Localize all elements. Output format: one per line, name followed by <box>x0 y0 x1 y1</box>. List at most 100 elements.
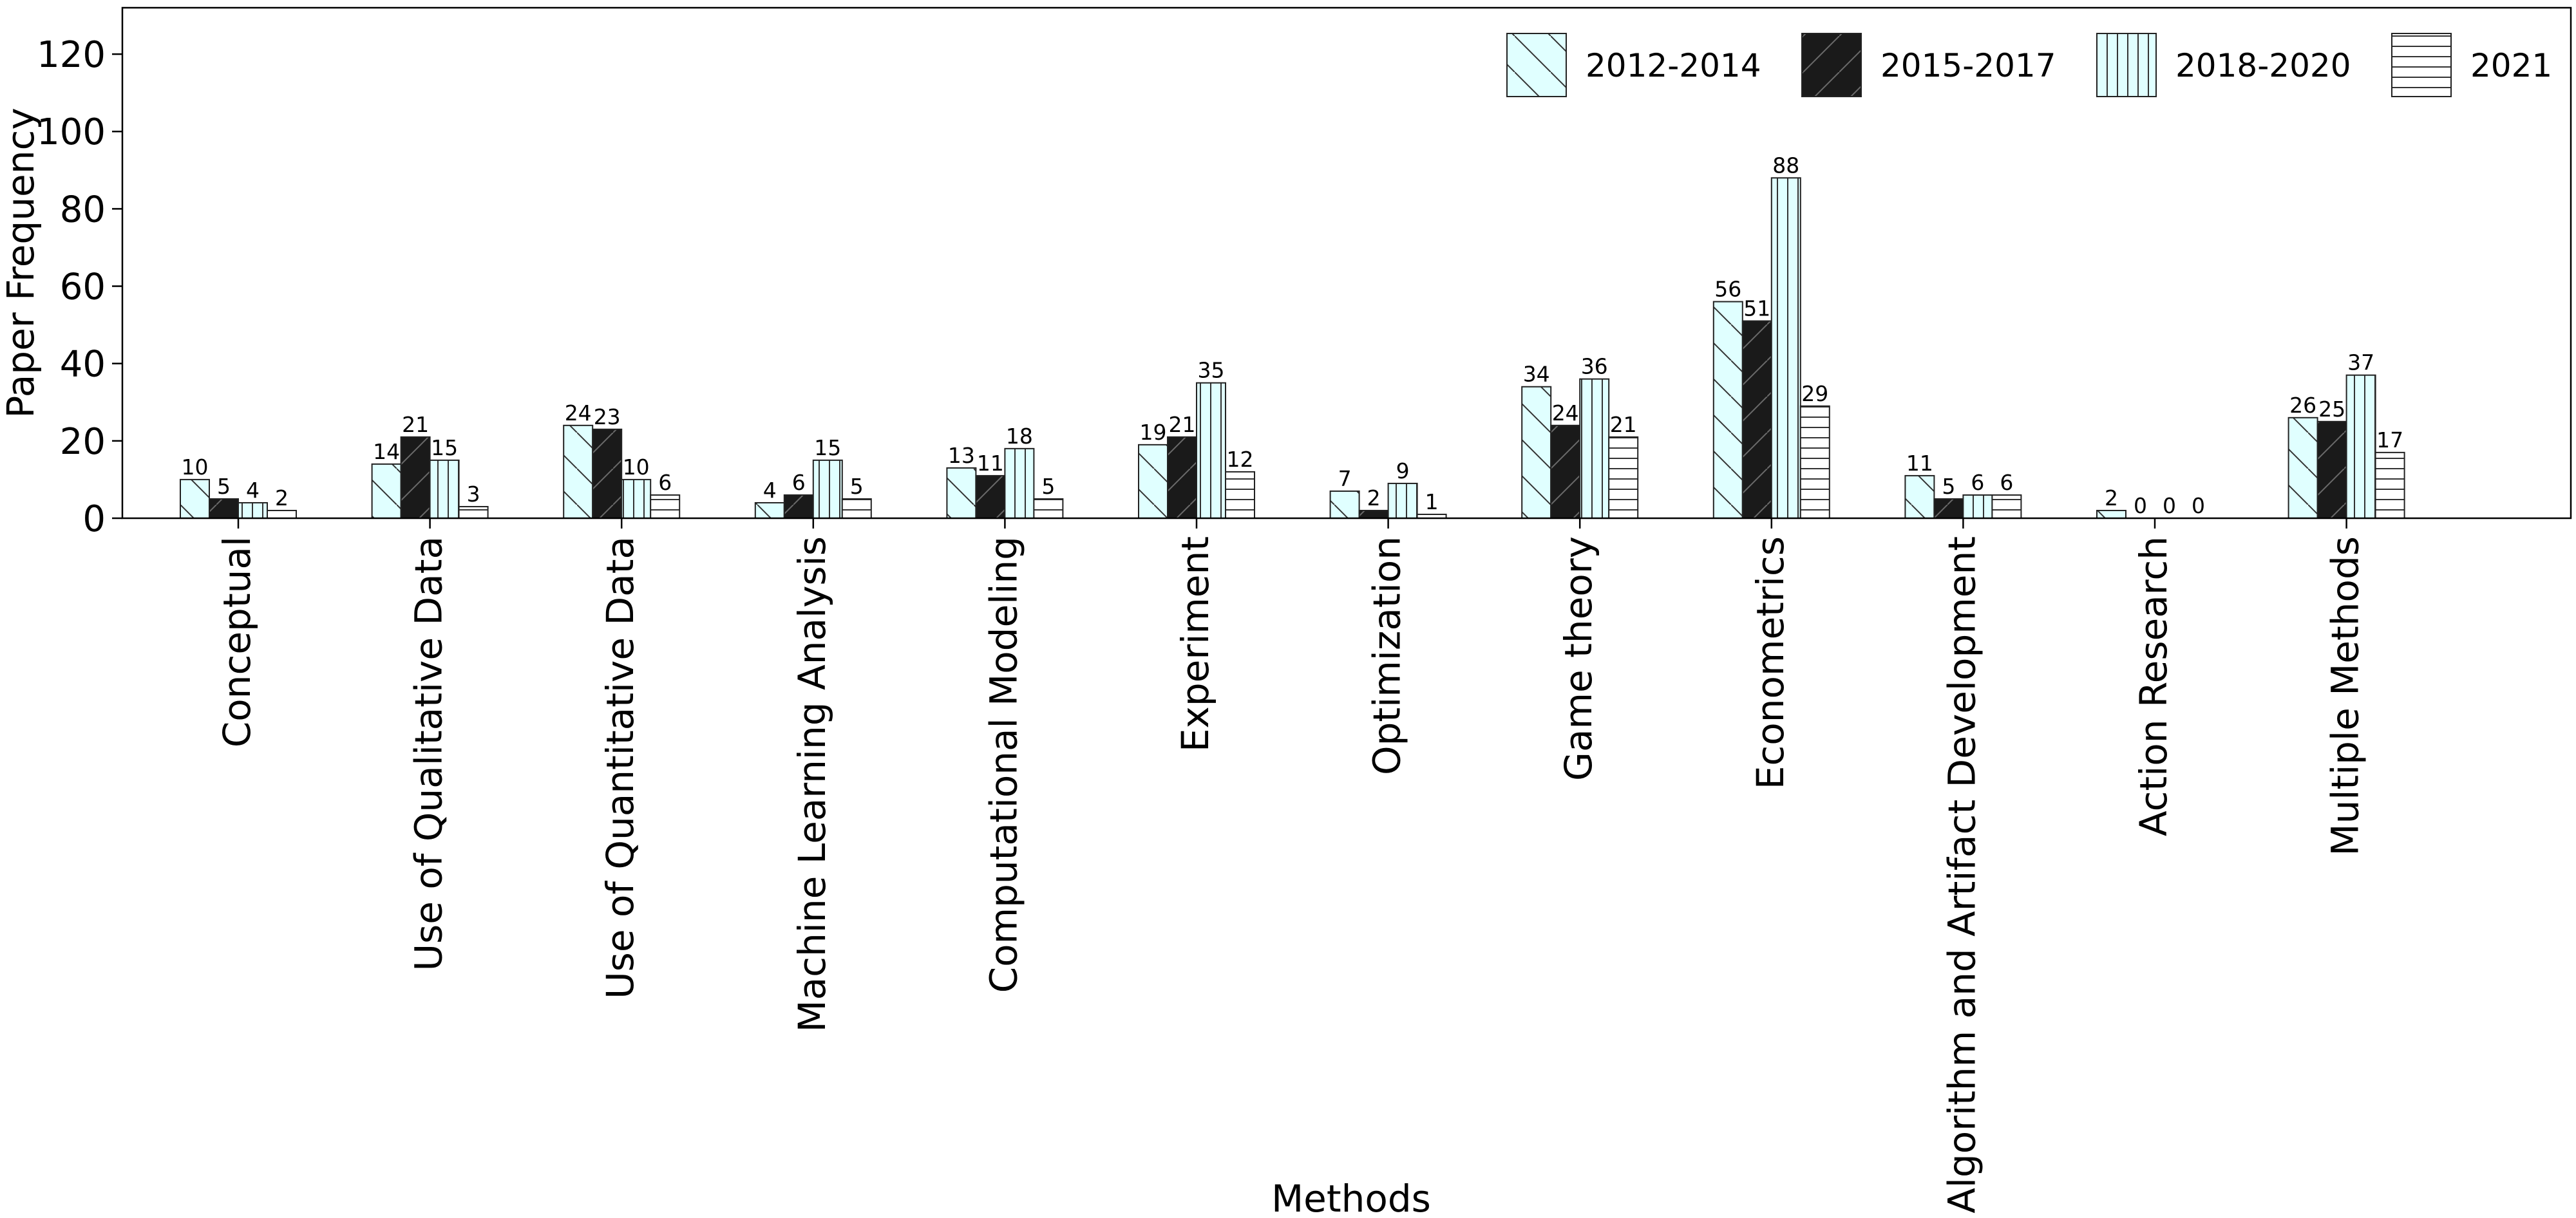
bar <box>180 478 210 520</box>
legend: 2012-2014 2015-2017 2018-2020 2021 <box>1506 33 2552 97</box>
bar <box>2345 374 2376 520</box>
data-label: 29 <box>1801 381 1828 406</box>
y-tick-label: 80 <box>60 189 106 230</box>
data-label: 5 <box>1942 474 1955 499</box>
data-label: 37 <box>2347 350 2374 375</box>
bar <box>209 498 239 519</box>
data-label: 23 <box>594 404 621 429</box>
data-label: 51 <box>1743 296 1770 321</box>
bar <box>592 428 623 519</box>
data-label: 2 <box>275 485 289 511</box>
bar <box>400 436 431 519</box>
legend-swatch <box>2391 33 2452 97</box>
data-label: 1 <box>1425 489 1439 514</box>
bar <box>371 463 402 519</box>
data-label: 21 <box>1169 412 1196 437</box>
data-label: 18 <box>1006 424 1033 449</box>
bar <box>1387 482 1418 520</box>
x-axis: Conceptual Use of Qualitative Data Use of … <box>215 518 2367 1213</box>
data-label: 5 <box>850 474 864 499</box>
bar <box>1962 494 1993 519</box>
data-label: 5 <box>217 474 231 499</box>
data-label: 15 <box>431 435 458 460</box>
bar <box>1799 405 1830 519</box>
bar <box>812 459 843 519</box>
bar <box>946 467 977 519</box>
category-label: Multiple Methods <box>2324 536 2367 856</box>
data-label: 4 <box>246 478 260 503</box>
bar <box>650 494 681 519</box>
category-label: Computational Modeling <box>981 536 1025 993</box>
bar <box>2374 451 2405 519</box>
data-label: 5 <box>1041 474 1055 499</box>
data-label: 13 <box>948 443 975 468</box>
data-label: 4 <box>763 478 777 503</box>
legend-label: 2018-2020 <box>2175 47 2351 84</box>
bars-group <box>180 177 2405 520</box>
bar <box>2287 417 2318 520</box>
data-label: 25 <box>2318 397 2345 422</box>
legend-swatch <box>1506 33 1567 97</box>
category-label: Use of Quantitative Data <box>598 536 642 999</box>
category-label: Conceptual <box>215 536 259 747</box>
y-axis-title: Paper Frequency <box>0 108 43 418</box>
bar <box>1991 494 2022 519</box>
data-label: 15 <box>814 435 841 460</box>
category-label: Action Research <box>2132 536 2175 836</box>
bar <box>1138 444 1168 520</box>
category-label: Econometrics <box>1748 536 1792 789</box>
legend-label: 2021 <box>2470 47 2552 84</box>
bar <box>1033 498 1064 519</box>
bar <box>267 509 297 520</box>
data-label: 10 <box>623 454 650 480</box>
bar <box>238 501 268 520</box>
legend-swatch <box>2096 33 2157 97</box>
bar <box>1196 382 1226 520</box>
bar <box>754 501 785 520</box>
y-tick-label: 0 <box>82 498 106 540</box>
data-label: 6 <box>658 470 672 495</box>
bar <box>2316 420 2347 519</box>
bar <box>1579 378 1610 520</box>
data-label: 7 <box>1338 466 1352 491</box>
category-label: Experiment <box>1173 536 1217 752</box>
data-label: 17 <box>2376 427 2403 453</box>
category-label: Use of Qualitative Data <box>407 536 451 971</box>
data-label: 6 <box>1971 470 1984 495</box>
data-label: 6 <box>792 470 806 495</box>
data-label: 19 <box>1140 420 1167 445</box>
bar <box>1004 447 1035 520</box>
data-label: 10 <box>182 454 209 480</box>
legend-swatch <box>1801 33 1862 97</box>
legend-label: 2012-2014 <box>1586 47 1761 84</box>
data-label: 36 <box>1581 354 1608 379</box>
data-label: 26 <box>2289 393 2316 418</box>
bar <box>2096 509 2126 520</box>
data-label: 0 <box>2134 493 2147 518</box>
data-label: 12 <box>1227 447 1254 472</box>
category-label: Game theory <box>1557 536 1600 781</box>
y-tick-label: 120 <box>37 34 106 76</box>
y-tick-label: 100 <box>37 111 106 153</box>
y-axis: 0 20 40 60 80 100 120 <box>37 34 122 540</box>
data-label: 11 <box>1906 451 1933 476</box>
bar <box>563 424 594 519</box>
data-label: 24 <box>565 400 592 426</box>
data-label: 2 <box>1367 485 1381 511</box>
x-axis-title: Methods <box>1271 1177 1431 1215</box>
data-label: 0 <box>2163 493 2176 518</box>
bar <box>1329 490 1360 519</box>
data-label: 9 <box>1396 458 1410 483</box>
bar <box>1770 177 1801 520</box>
y-tick-label: 60 <box>60 267 106 308</box>
bar <box>1904 474 1935 520</box>
data-label: 21 <box>402 412 429 437</box>
bar <box>1933 498 1964 519</box>
legend-label: 2015-2017 <box>1880 47 2056 84</box>
bar <box>1550 424 1581 519</box>
data-label: 6 <box>2000 470 2013 495</box>
bar <box>1358 509 1389 520</box>
